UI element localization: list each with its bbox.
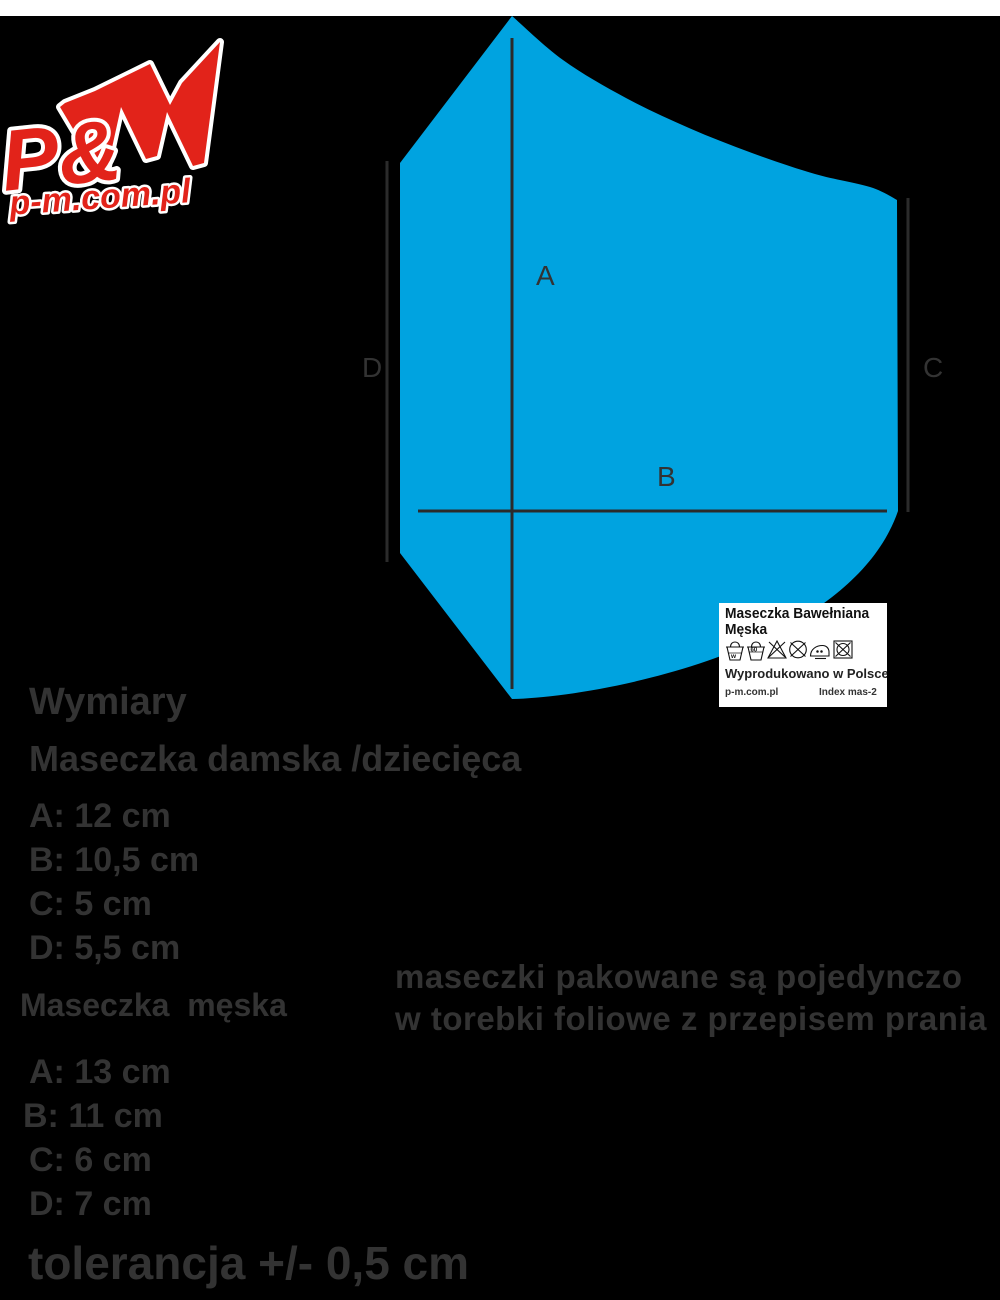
svg-text:w: w <box>730 653 737 660</box>
svg-text:60: 60 <box>751 648 758 654</box>
